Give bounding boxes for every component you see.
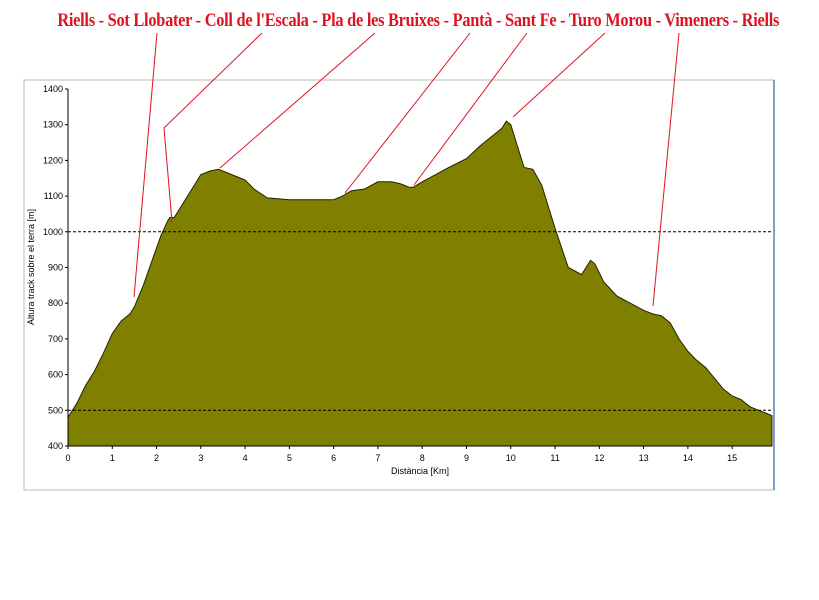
- x-tick-label: 1: [110, 453, 115, 463]
- y-axis-title: Altura track sobre el terra [m]: [26, 209, 36, 325]
- annotation-line: [163, 32, 263, 129]
- x-tick-label: 12: [594, 453, 604, 463]
- route-title: Riells - Sot Llobater - Coll de l'Escala…: [57, 10, 780, 31]
- y-tick-label: 1000: [43, 227, 63, 237]
- x-tick-label: 7: [375, 453, 380, 463]
- y-tick-label: 400: [48, 441, 63, 451]
- x-tick-label: 4: [243, 453, 248, 463]
- y-tick-label: 800: [48, 298, 63, 308]
- x-tick-label: 6: [331, 453, 336, 463]
- annotation-line: [512, 32, 606, 118]
- x-ticks: 0 1 2 3 4 5 6 7 8 9 10 11 12 13 14 15: [65, 446, 737, 463]
- x-tick-label: 11: [550, 453, 559, 463]
- x-axis-title: Distància [Km]: [391, 466, 449, 476]
- x-tick-label: 0: [65, 453, 70, 463]
- annotation-line: [133, 32, 158, 298]
- x-tick-label: 14: [683, 453, 693, 463]
- annotation-line: [344, 32, 471, 194]
- annotation-line: [652, 32, 680, 307]
- y-tick-label: 900: [48, 263, 63, 273]
- y-tick-label: 500: [48, 405, 63, 415]
- y-ticks: 400 500 600 700 800 900 1000 1100 1200 1300 1400: [43, 84, 68, 451]
- annotation-line: [163, 127, 173, 223]
- reference-lines: [68, 231, 772, 411]
- x-tick-label: 3: [198, 453, 203, 463]
- x-tick-label: 13: [639, 453, 649, 463]
- y-tick-label: 1100: [44, 191, 63, 201]
- x-tick-label: 10: [506, 453, 516, 463]
- y-tick-label: 600: [48, 370, 63, 380]
- x-tick-label: 15: [727, 453, 737, 463]
- elevation-area: [67, 120, 773, 447]
- x-tick-label: 2: [154, 453, 159, 463]
- y-tick-label: 700: [48, 334, 63, 344]
- annotation-lines: [133, 32, 680, 307]
- y-tick-label: 1400: [43, 84, 63, 94]
- x-tick-label: 9: [464, 453, 469, 463]
- annotation-line: [413, 32, 528, 186]
- y-tick-label: 1300: [43, 120, 63, 130]
- x-tick-label: 5: [287, 453, 292, 463]
- y-tick-label: 1200: [43, 155, 63, 165]
- x-tick-label: 8: [420, 453, 425, 463]
- annotation-line: [219, 32, 376, 169]
